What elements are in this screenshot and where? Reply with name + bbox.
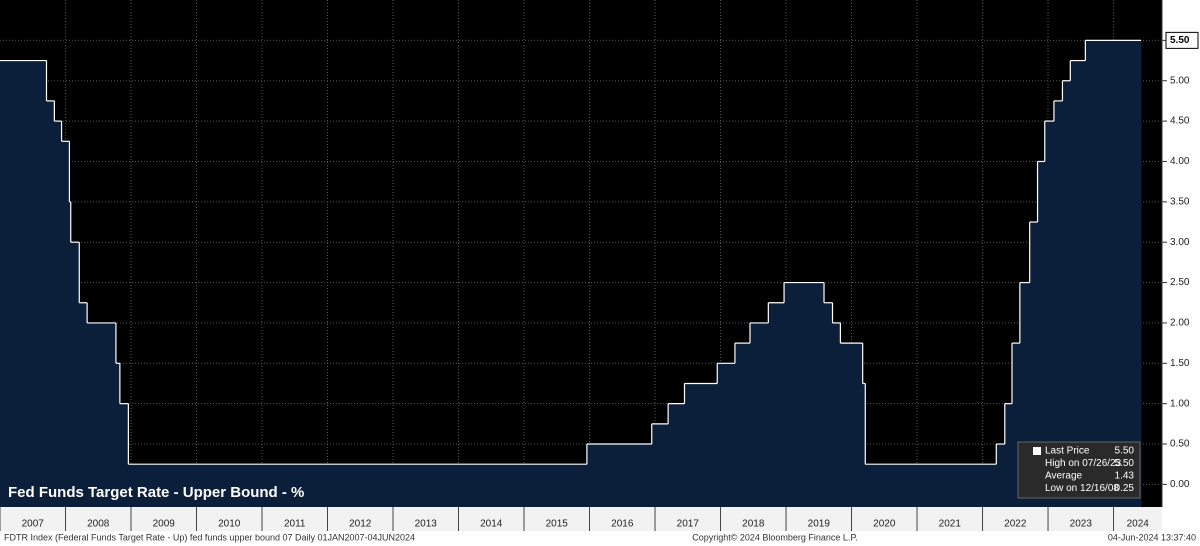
y-tick-label: 1.50	[1170, 358, 1190, 369]
area-segment	[1012, 343, 1021, 507]
plot-background	[0, 0, 1162, 507]
y-tick-label: 3.00	[1170, 237, 1190, 248]
x-tick-label: 2009	[153, 519, 176, 530]
area-segment	[1053, 100, 1063, 508]
area-segment	[61, 141, 70, 507]
last-value-tag	[1165, 31, 1199, 49]
x-tick-label: 2024	[1127, 519, 1150, 530]
y-tick-label: 4.00	[1170, 156, 1190, 167]
legend-label: High on 07/26/23	[1045, 458, 1122, 469]
area-segment	[862, 383, 866, 507]
area-segment	[79, 302, 88, 507]
area-segment	[70, 242, 80, 507]
area-segment	[119, 403, 129, 507]
area-segment	[1062, 80, 1071, 507]
area-segment	[1019, 282, 1031, 507]
area-segment	[840, 343, 864, 507]
area-segment	[87, 322, 117, 507]
area-segment	[996, 444, 1006, 507]
y-tick-label: 2.50	[1170, 277, 1190, 288]
plot-layer	[0, 0, 1162, 508]
x-tick-label: 2014	[480, 519, 503, 530]
y-tick-label: 0.50	[1170, 439, 1190, 450]
y-tick-label: 2.00	[1170, 318, 1190, 329]
x-tick-label: 2011	[284, 519, 306, 530]
x-tick-label: 2019	[808, 519, 831, 530]
area-segment	[734, 343, 751, 507]
last-value-label: 5.50	[1170, 35, 1190, 46]
x-tick-label: 2010	[218, 519, 241, 530]
x-tick-label: 2015	[546, 519, 569, 530]
area-segment	[832, 322, 841, 507]
chart-title: Fed Funds Target Rate - Upper Bound - %	[8, 484, 304, 501]
y-tick-label: 5.00	[1170, 75, 1190, 86]
x-tick-label: 2016	[611, 519, 634, 530]
area-segment	[651, 423, 669, 507]
x-axis-band	[0, 507, 1162, 531]
x-tick-label: 2013	[415, 519, 438, 530]
area-segment	[1070, 60, 1086, 507]
area-segment	[717, 363, 736, 507]
x-tick-label: 2023	[1070, 519, 1093, 530]
x-tick-label: 2021	[939, 519, 962, 530]
area-segment	[54, 121, 63, 507]
x-tick-label: 2012	[349, 519, 372, 530]
y-tick-label: 4.50	[1170, 116, 1190, 127]
x-tick-label: 2008	[87, 519, 110, 530]
legend-label: Last Price	[1045, 446, 1090, 457]
legend-value: 5.50	[1115, 446, 1135, 457]
legend-label: Average	[1045, 471, 1083, 482]
x-tick-label: 2020	[873, 519, 896, 530]
legend-swatch	[1033, 447, 1041, 455]
area-segment	[668, 403, 685, 507]
area-segment	[586, 444, 653, 507]
y-tick-label: 0.00	[1170, 479, 1190, 490]
x-tick-label: 2018	[742, 519, 765, 530]
area-segment	[46, 100, 55, 508]
area-segment	[1141, 40, 1142, 507]
x-tick-label: 2017	[677, 519, 700, 530]
area-segment	[824, 302, 834, 507]
legend-label: Low on 12/16/08	[1045, 483, 1119, 494]
area-segment	[69, 201, 72, 507]
area-segment	[684, 383, 718, 507]
area-segment	[1029, 222, 1039, 507]
footer-center: Copyright© 2024 Bloomberg Finance L.P.	[692, 532, 858, 542]
x-tick-label: 2007	[22, 519, 45, 530]
area-segment	[1037, 161, 1046, 507]
footer-left: FDTR Index (Federal Funds Target Rate - …	[4, 532, 415, 542]
legend-value: 0.25	[1115, 483, 1135, 494]
area-segment	[749, 322, 769, 507]
y-tick-label: 3.50	[1170, 196, 1190, 207]
area-segment	[1044, 121, 1055, 507]
x-tick-label: 2022	[1004, 519, 1027, 530]
area-segment	[1004, 403, 1013, 507]
legend-value: 1.43	[1115, 471, 1135, 482]
legend-value: 5.50	[1115, 458, 1135, 469]
area-segment	[1085, 40, 1142, 507]
area-segment	[0, 60, 48, 507]
area-segment	[784, 282, 825, 507]
y-tick-label: 1.00	[1170, 398, 1190, 409]
area-segment	[128, 464, 588, 507]
area-segment	[115, 363, 121, 507]
footer-right: 04-Jun-2024 13:37:40	[1108, 532, 1196, 542]
area-segment	[768, 302, 785, 507]
area-segment	[865, 464, 997, 507]
